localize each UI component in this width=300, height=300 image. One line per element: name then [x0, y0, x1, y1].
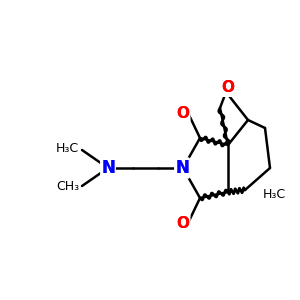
Text: N: N: [102, 159, 114, 177]
Text: O: O: [221, 80, 235, 95]
Text: O: O: [177, 215, 189, 230]
Text: O: O: [176, 106, 190, 121]
Text: H₃C: H₃C: [56, 142, 79, 155]
Text: O: O: [221, 80, 235, 95]
Text: N: N: [176, 159, 188, 177]
Text: N: N: [175, 159, 189, 177]
Text: O: O: [176, 215, 190, 230]
Text: N: N: [101, 159, 115, 177]
Text: N: N: [175, 159, 189, 177]
Text: N: N: [101, 159, 115, 177]
Text: O: O: [176, 215, 190, 230]
Text: O: O: [176, 106, 190, 121]
Text: H₃C: H₃C: [263, 188, 286, 200]
Text: O: O: [222, 80, 234, 95]
Text: O: O: [177, 106, 189, 121]
Text: CH₃: CH₃: [56, 181, 79, 194]
